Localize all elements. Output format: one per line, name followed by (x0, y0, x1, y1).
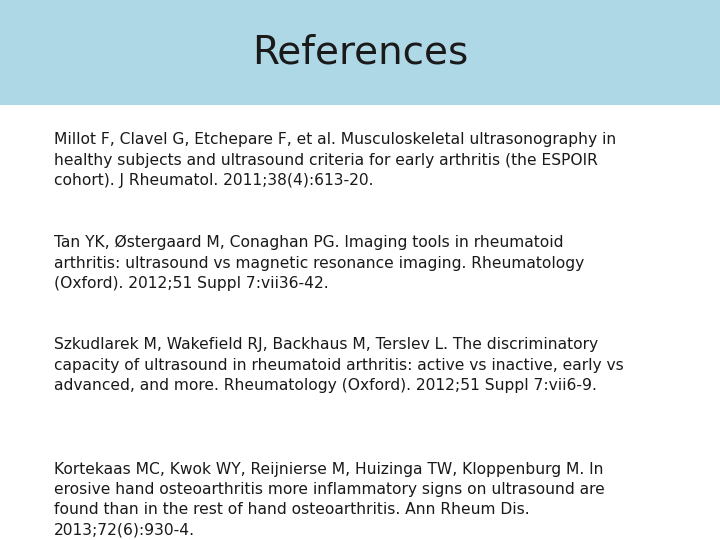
Text: References: References (252, 33, 468, 72)
Text: Tan YK, Østergaard M, Conaghan PG. Imaging tools in rheumatoid
arthritis: ultras: Tan YK, Østergaard M, Conaghan PG. Imagi… (54, 235, 584, 291)
Text: Szkudlarek M, Wakefield RJ, Backhaus M, Terslev L. The discriminatory
capacity o: Szkudlarek M, Wakefield RJ, Backhaus M, … (54, 338, 624, 393)
Text: Millot F, Clavel G, Etchepare F, et al. Musculoskeletal ultrasonography in
healt: Millot F, Clavel G, Etchepare F, et al. … (54, 132, 616, 188)
FancyBboxPatch shape (0, 0, 720, 105)
Text: Kortekaas MC, Kwok WY, Reijnierse M, Huizinga TW, Kloppenburg M. In
erosive hand: Kortekaas MC, Kwok WY, Reijnierse M, Hui… (54, 462, 605, 538)
